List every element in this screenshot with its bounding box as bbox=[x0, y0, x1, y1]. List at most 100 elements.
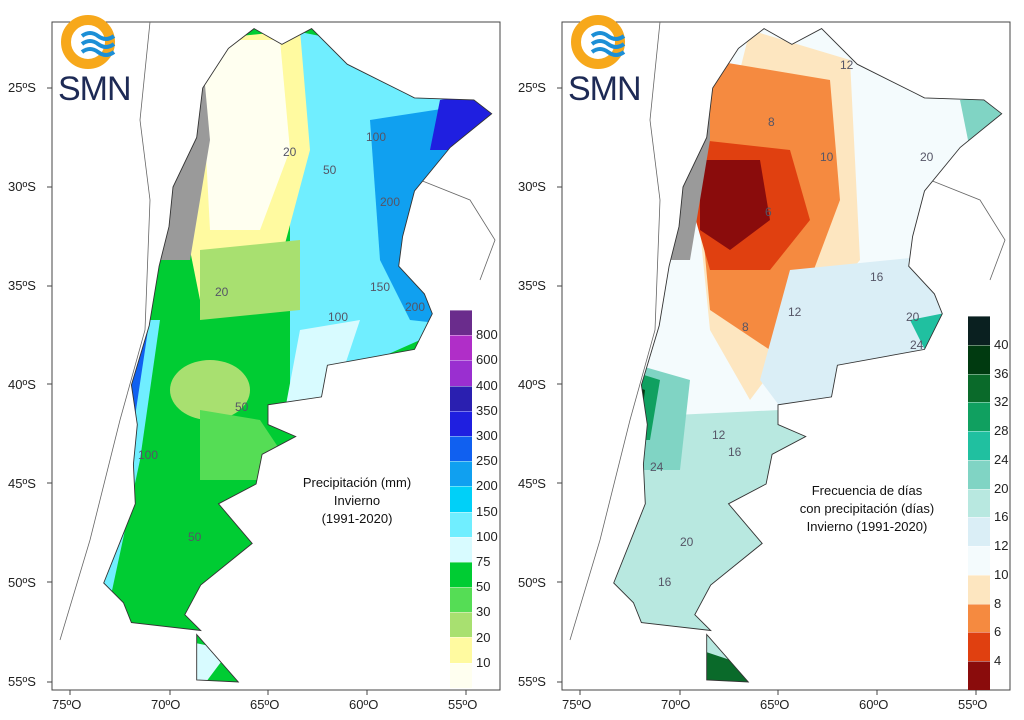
legend-label: 50 bbox=[476, 579, 491, 595]
contour-label: 8 bbox=[768, 115, 775, 129]
y-tick-label: 40ºS bbox=[518, 377, 546, 392]
contour-label: 20 bbox=[920, 150, 934, 164]
uruguay-border bbox=[929, 179, 1006, 281]
map-title: Frecuencia de días con precipitación (día… bbox=[782, 482, 952, 536]
legend-label: 100 bbox=[476, 528, 498, 544]
chile-border bbox=[569, 21, 661, 641]
legend-swatch bbox=[450, 511, 472, 537]
contour-label: 100 bbox=[366, 130, 387, 144]
x-tick-label: 65ºO bbox=[760, 697, 790, 712]
contour-label: 100 bbox=[328, 310, 349, 324]
contour-label: 200 bbox=[405, 300, 426, 314]
legend-swatch bbox=[968, 402, 990, 432]
contour-label: 16 bbox=[658, 575, 672, 589]
legend-swatch bbox=[450, 536, 472, 562]
x-tick-label: 60ºO bbox=[859, 697, 889, 712]
x-tick-label: 75ºO bbox=[52, 697, 82, 712]
legend-label: 600 bbox=[476, 352, 498, 368]
legend-label: 800 bbox=[476, 327, 498, 343]
legend-swatch bbox=[968, 459, 990, 489]
y-tick-label: 55ºS bbox=[8, 674, 36, 689]
contour-label: 24 bbox=[650, 460, 664, 474]
legend-swatch bbox=[450, 486, 472, 512]
y-tick-label: 40ºS bbox=[8, 377, 36, 392]
tierra-del-fuego-outline bbox=[196, 633, 240, 683]
frequency-map-panel: SMN 25ºS 30ºS 35ºS 40ºS 45ºS 50ºS 55ºS 75ºO 70ºO 6… bbox=[510, 0, 1022, 720]
title-line: con precipitación (días) bbox=[799, 501, 935, 516]
contour-label: 12 bbox=[788, 305, 802, 319]
contour-label: 50 bbox=[235, 400, 249, 414]
logo-text: SMN bbox=[58, 70, 132, 108]
title-line: (1991-2020) bbox=[321, 511, 393, 526]
legend-label: 20 bbox=[994, 480, 1009, 496]
y-tick-label: 45ºS bbox=[518, 476, 546, 491]
x-tick-label: 55ºO bbox=[958, 697, 988, 712]
legend-label: 8 bbox=[994, 595, 1002, 611]
legend-swatch bbox=[968, 488, 990, 518]
color-legend: 800 600 400 350 300 250 200 150 100 75 50 30 20 10 bbox=[450, 310, 498, 688]
legend-swatch bbox=[968, 632, 990, 662]
color-legend: 40 36 32 28 24 20 16 12 10 8 6 4 bbox=[968, 316, 1008, 690]
contour-label: 100 bbox=[138, 448, 159, 462]
legend-swatch bbox=[968, 316, 990, 345]
legend-label: 32 bbox=[994, 394, 1009, 410]
legend-label: 28 bbox=[994, 423, 1009, 439]
legend-swatch bbox=[450, 410, 472, 436]
legend-swatch bbox=[450, 310, 472, 336]
legend-swatch bbox=[450, 435, 472, 462]
y-tick-label: 35ºS bbox=[8, 278, 36, 293]
legend-label: 4 bbox=[994, 653, 1002, 669]
legend-label: 12 bbox=[994, 538, 1009, 554]
legend-label: 350 bbox=[476, 402, 498, 418]
x-tick-label: 60ºO bbox=[349, 697, 379, 712]
y-tick-label: 55ºS bbox=[518, 674, 546, 689]
y-tick-label: 50ºS bbox=[8, 575, 36, 590]
x-tick-label: 70ºO bbox=[661, 697, 691, 712]
legend-swatch bbox=[450, 612, 472, 638]
legend-label: 36 bbox=[994, 365, 1009, 381]
legend-swatch bbox=[450, 385, 472, 411]
legend-swatch bbox=[450, 360, 472, 386]
legend-label: 30 bbox=[476, 604, 491, 620]
contour-label: 50 bbox=[188, 530, 202, 544]
y-tick-label: 45ºS bbox=[8, 476, 36, 491]
contour-label: 150 bbox=[370, 280, 391, 294]
map-canvas bbox=[557, 21, 1011, 695]
contour-label: 20 bbox=[906, 310, 920, 324]
legend-label: 300 bbox=[476, 428, 498, 443]
argentina-outline bbox=[613, 28, 1003, 632]
argentina-outline bbox=[103, 28, 493, 632]
contour-label: 10 bbox=[820, 150, 834, 164]
legend-swatch bbox=[968, 344, 990, 374]
logo-text: SMN bbox=[568, 70, 642, 108]
contour-label: 200 bbox=[380, 195, 401, 209]
legend-swatch bbox=[450, 662, 472, 688]
legend-label: 75 bbox=[476, 554, 491, 569]
x-tick-label: 70ºO bbox=[151, 697, 181, 712]
contour-label: 12 bbox=[840, 58, 854, 72]
contour-label: 20 bbox=[680, 535, 694, 549]
legend-label: 10 bbox=[994, 566, 1009, 582]
tierra-del-fuego-outline bbox=[706, 633, 750, 683]
title-line: Invierno (1991-2020) bbox=[806, 519, 928, 534]
legend-label: 150 bbox=[476, 503, 498, 519]
title-line: Invierno bbox=[333, 493, 381, 508]
legend-swatch bbox=[450, 461, 472, 487]
legend-swatch bbox=[450, 587, 472, 613]
legend-label: 24 bbox=[994, 451, 1009, 467]
legend-label: 10 bbox=[476, 654, 491, 670]
y-tick-label: 25ºS bbox=[8, 80, 36, 95]
legend-swatch bbox=[968, 661, 990, 690]
x-tick-label: 65ºO bbox=[250, 697, 280, 712]
legend-label: 40 bbox=[994, 336, 1009, 352]
legend-swatch bbox=[450, 335, 472, 361]
map-title: Precipitación (mm) Invierno (1991-2020) bbox=[272, 474, 442, 528]
legend-label: 200 bbox=[476, 478, 498, 494]
legend-label: 16 bbox=[994, 509, 1009, 525]
contour-label: 8 bbox=[742, 320, 749, 334]
contour-label: 6 bbox=[765, 205, 772, 219]
legend-swatch bbox=[450, 637, 472, 663]
title-line: Precipitación (mm) bbox=[302, 475, 412, 490]
y-tick-label: 35ºS bbox=[518, 278, 546, 293]
contour-label: 20 bbox=[215, 285, 229, 299]
